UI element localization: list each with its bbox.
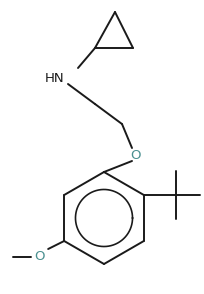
Text: O: O [130,148,141,161]
Text: O: O [34,250,44,263]
Text: HN: HN [45,71,64,84]
